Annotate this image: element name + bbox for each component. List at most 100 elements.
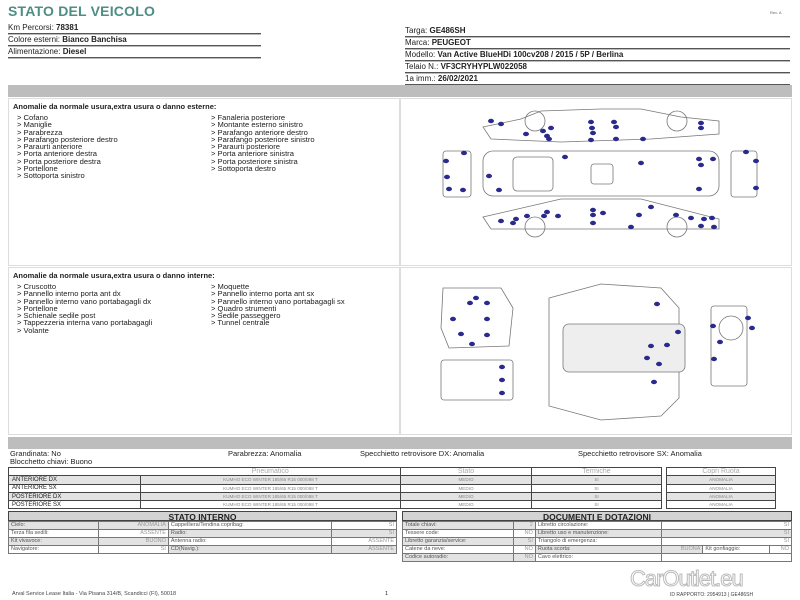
damage-marker: [648, 204, 654, 210]
damage-item: > Pannello interno porta ant dx: [17, 289, 121, 299]
alim-value: Diesel: [62, 47, 87, 56]
info-value: SI: [331, 521, 397, 530]
info-row: Cielo: ANOMALIA Cappelliera/Tendina coprib…: [8, 521, 397, 530]
documenti-heading: DOCUMENTI E DOTAZIONI: [402, 511, 792, 522]
damage-item: > Sottoporta sinistro: [17, 171, 85, 181]
info-label: Tessere code:: [402, 529, 514, 538]
damage-marker: [698, 120, 704, 126]
damage-marker: [753, 158, 759, 164]
tyre-row: ANTERIORE DX KUMHO ECO WINTER 185/65 R15 …: [8, 475, 662, 485]
tyre-state: MEDIO: [400, 475, 532, 485]
damage-marker: [628, 224, 634, 230]
info-value: SI: [512, 537, 536, 546]
damage-marker: [473, 295, 479, 301]
damage-marker: [664, 342, 670, 348]
damage-marker: [613, 136, 619, 142]
info-value: NO: [512, 553, 536, 562]
watermark-logo: CarOutlet.eu: [630, 566, 745, 591]
info-label: Cappelliera/Tendina copribag:: [167, 521, 333, 530]
damage-marker: [709, 215, 715, 221]
damage-marker: [461, 150, 467, 156]
damage-marker: [588, 137, 594, 143]
tyre-state: MEDIO: [400, 483, 532, 493]
damage-marker: [675, 329, 681, 335]
info-label: Navigatore:: [8, 545, 99, 554]
copri-ruota-value: ANOMALIA: [666, 491, 776, 502]
stato-interno-heading: STATO INTERNO: [8, 511, 397, 522]
damage-marker: [460, 187, 466, 193]
exterior-car-diagram: [442, 108, 759, 238]
colore-value: Bianco Banchisa: [62, 35, 127, 44]
exterior-heading: Anomalie da normale usura,extra usura o …: [13, 102, 217, 111]
info-label: CD(Navig.):: [167, 545, 333, 554]
damage-marker: [444, 174, 450, 180]
tyre-model: KUMHO ECO WINTER 185/65 R15 000/088 T: [140, 491, 401, 502]
tyre-model: KUMHO ECO WINTER 185/65 R15 000/088 T: [140, 475, 401, 485]
damage-item: > Pannello interno vano portabagagli dx: [17, 296, 152, 306]
copri-ruota-row: ANOMALIA: [666, 500, 776, 510]
damage-marker: [541, 213, 547, 219]
modello-value: Van Active BlueHDi 100cv208 / 2015 / 5P …: [437, 50, 624, 59]
tyre-row: ANTERIORE SX KUMHO ECO WINTER 185/65 R15 …: [8, 483, 662, 493]
damage-marker: [711, 224, 717, 230]
footer-report-id: ID RAPPORTO: 2954913 | GE486SH: [670, 592, 754, 598]
copri-ruota-value: ANOMALIA: [666, 500, 776, 510]
damage-marker: [446, 186, 452, 192]
info-label: Radio:: [167, 529, 333, 538]
damage-marker: [698, 125, 704, 131]
section-divider-2: [8, 437, 792, 449]
marca-label: Marca:: [405, 38, 430, 47]
damage-marker: [486, 173, 492, 179]
tyre-table: Pneumatico Stato Termiche ANTERIORE DX KUMH…: [8, 466, 662, 510]
page-number: 1: [385, 591, 389, 597]
damage-marker: [498, 121, 504, 127]
damage-marker: [499, 364, 505, 370]
imm-label: 1a imm.:: [405, 74, 436, 83]
interior-list-right: > Moquette > Pannello interno porta ant s…: [211, 283, 396, 327]
damage-marker: [600, 210, 606, 216]
damage-marker: [654, 301, 660, 307]
km-label: Km Percorsi:: [8, 23, 54, 32]
info-value: BUONO: [97, 537, 169, 546]
telaio-value: VF3CRYHYPLW022058: [440, 62, 527, 71]
damage-item: > Parafango posteriore sinistro: [211, 134, 315, 144]
copri-ruota-row: ANOMALIA: [666, 483, 776, 493]
damage-item: > Pannello interno porta ant sx: [211, 289, 315, 299]
damage-marker: [696, 186, 702, 192]
tyre-row: POSTERIORE DX KUMHO ECO WINTER 185/65 R15…: [8, 491, 662, 502]
damage-marker: [613, 124, 619, 130]
targa-label: Targa:: [405, 26, 428, 35]
page-title: STATO DEL VEICOLO: [8, 3, 156, 19]
damage-item: > Porta anteriore destra: [17, 149, 97, 159]
damage-marker: [590, 130, 596, 136]
tyre-winter: SI: [531, 475, 662, 485]
damage-marker: [644, 355, 650, 361]
parabrezza-status: Parabrezza: Anomalia: [228, 449, 302, 458]
interior-list-left: > Cruscotto > Pannello interno porta ant …: [17, 282, 202, 335]
damage-item: > Quadro strumenti: [211, 303, 277, 313]
copri-ruota-row: ANOMALIA: [666, 491, 776, 502]
info-label: Kit vivavoce:: [8, 537, 99, 546]
targa-field: Targa: GE486SH: [405, 25, 790, 37]
info-label: Codice autoradio:: [402, 553, 514, 562]
tyre-header-termiche: Termiche: [531, 466, 662, 477]
damage-item: > Cruscotto: [17, 282, 57, 291]
damage-marker: [540, 128, 546, 134]
damage-item: > Paraurti posteriore: [211, 142, 281, 152]
damage-marker: [488, 118, 494, 124]
modello-field: Modello: Van Active BlueHDi 100cv208 / 2…: [405, 49, 790, 61]
damage-item: > Cofano: [17, 113, 49, 122]
damage-marker: [546, 136, 552, 142]
info-label: Triangolo di emergenza:: [534, 537, 663, 546]
modello-label: Modello:: [405, 50, 436, 59]
revision-label: Rev. A: [770, 10, 782, 15]
info-row: Terza fila sedili: ASSENTE Radio: SI: [8, 529, 397, 538]
damage-item: > Tappezzeria interna vano portabagagli: [17, 318, 153, 328]
documenti-section: DOCUMENTI E DOTAZIONI Totale chiavi: 2 Lib…: [402, 511, 793, 562]
damage-marker: [688, 215, 694, 221]
damage-marker: [640, 136, 646, 142]
interior-damage-panel: Anomalie da normale usura,extra usura o …: [8, 267, 400, 435]
grandinata-status: Grandinata: No: [10, 449, 61, 458]
damage-marker: [443, 158, 449, 164]
info-label: Cavo elettrico:: [534, 553, 663, 562]
